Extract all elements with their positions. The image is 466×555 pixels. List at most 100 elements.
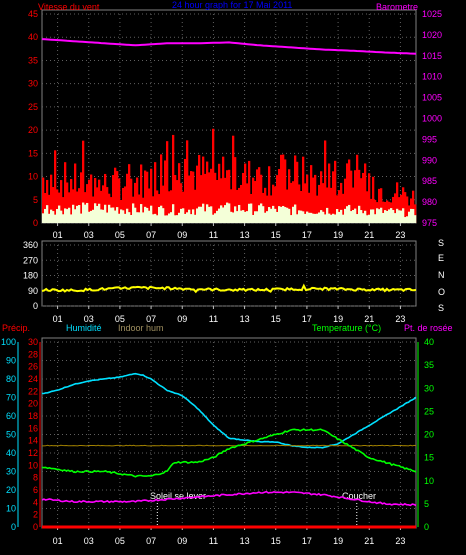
baro-ytick-985: 985	[422, 176, 437, 186]
wind-avg-bar-53	[148, 210, 151, 223]
wind-avg-bar-75	[192, 209, 195, 223]
wind-avg-bar-60	[162, 208, 165, 223]
wind-bar-112	[266, 195, 269, 223]
wind-avg-bar-16	[74, 209, 77, 223]
wind-bar-163	[368, 173, 371, 223]
wind-bar-177	[396, 182, 399, 223]
wind-avg-bar-77	[196, 208, 199, 223]
wind-bar-107	[256, 169, 259, 223]
wind-avg-bar-83	[208, 206, 211, 223]
wind-avg-bar-33	[108, 204, 111, 223]
wind-ytick-0: 0	[33, 218, 38, 228]
wind-avg-bar-56	[154, 213, 157, 223]
wind-bar-4	[50, 174, 53, 223]
wind-avg-bar-176	[394, 213, 397, 223]
humidity-ytick-60: 60	[6, 411, 16, 421]
humidity-ytick-10: 10	[6, 504, 16, 514]
wind-ytick-40: 40	[28, 32, 38, 42]
wind-avg-bar-138	[318, 212, 321, 223]
wind-bar-90	[222, 156, 225, 223]
wind-bar-65	[172, 134, 175, 223]
wind-ytick-10: 10	[28, 172, 38, 182]
wind-avg-bar-170	[382, 212, 385, 223]
humidity-ytick-80: 80	[6, 374, 16, 384]
wind-bar-51	[144, 170, 147, 223]
series-line-2	[41, 428, 417, 478]
precip-ytick-20: 20	[28, 399, 38, 409]
humidity-ytick-40: 40	[6, 448, 16, 458]
temp-ytick-10: 10	[424, 476, 434, 486]
wind-avg-bar-95	[232, 212, 235, 223]
wind-avg-bar-122	[286, 207, 289, 223]
wind-bar-125	[292, 181, 295, 223]
wind-avg-bar-2	[46, 205, 49, 223]
wind-avg-bar-186	[414, 215, 417, 223]
wind-avg-bar-178	[398, 210, 401, 223]
series-line-1	[42, 444, 417, 447]
wind-ytick-45: 45	[28, 9, 38, 19]
wind-avg-bar-119	[280, 206, 283, 223]
wind-avg-bar-34	[110, 207, 113, 223]
wind-avg-bar-166	[374, 214, 377, 223]
baro-ytick-1000: 1000	[422, 114, 442, 124]
wind-avg-bar-0	[42, 213, 45, 223]
wind-bar-108	[258, 167, 261, 223]
wind-bar-148	[338, 190, 341, 223]
wind-bar-156	[354, 170, 357, 223]
wind-bar-49	[140, 164, 143, 223]
wind-bar-105	[252, 177, 255, 223]
chart-marks: 0510152025303540459759809859909951000100…	[1, 9, 442, 546]
baro-ytick-1020: 1020	[422, 30, 442, 40]
wind-avg-bar-148	[338, 211, 341, 223]
wind-avg-bar-139	[320, 210, 323, 223]
wind-avg-bar-46	[134, 207, 137, 223]
wind-avg-bar-74	[190, 214, 193, 223]
wind-avg-bar-78	[198, 206, 201, 223]
wind-bar-131	[304, 183, 307, 223]
wind-avg-bar-86	[214, 213, 217, 223]
precip-ytick-10: 10	[28, 460, 38, 470]
wind-avg-bar-39	[120, 209, 123, 223]
precip-ytick-26: 26	[28, 362, 38, 372]
temp-xtick-13: 13	[240, 536, 250, 546]
wind-avg-bar-12	[66, 209, 69, 223]
dir-xtick-23: 23	[395, 314, 405, 324]
wind-bar-128	[298, 184, 301, 223]
wind-avg-bar-1	[44, 208, 47, 223]
wind-avg-bar-160	[362, 213, 365, 223]
wind-avg-bar-42	[126, 208, 129, 223]
wind-bar-186	[414, 204, 417, 223]
wind-avg-bar-110	[262, 206, 265, 223]
wind-bar-133	[308, 192, 311, 223]
wind-avg-bar-124	[290, 215, 293, 223]
wind-bar-127	[296, 161, 299, 223]
series-line-3	[41, 490, 417, 507]
wind-bar-5	[52, 187, 55, 223]
precip-ytick-28: 28	[28, 349, 38, 359]
series-line-0	[42, 372, 417, 449]
wind-bar-181	[404, 192, 407, 223]
dir-letter-e: E	[438, 253, 444, 263]
wind-ytick-30: 30	[28, 79, 38, 89]
wind-bar-43	[128, 164, 131, 223]
dir-ytick-270: 270	[23, 255, 38, 265]
wind-avg-bar-73	[188, 209, 191, 223]
wind-avg-bar-156	[354, 208, 357, 223]
wind-avg-bar-24	[90, 210, 93, 223]
dir-xtick-11: 11	[209, 314, 218, 324]
wind-avg-bar-15	[72, 204, 75, 223]
wind-bar-101	[244, 163, 247, 223]
wind-xtick-03: 03	[84, 230, 94, 240]
temp-ytick-5: 5	[424, 499, 429, 509]
wind-avg-bar-161	[364, 210, 367, 223]
wind-bar-66	[174, 175, 177, 223]
wind-avg-bar-96	[234, 206, 237, 223]
direction-panel-frame	[41, 240, 417, 307]
wind-bar-106	[254, 181, 257, 223]
precip-ytick-14: 14	[28, 436, 38, 446]
wind-avg-bar-172	[386, 211, 389, 223]
wind-bar-78	[198, 154, 201, 223]
wind-avg-bar-112	[266, 211, 269, 223]
wind-bar-86	[214, 172, 217, 223]
wind-bar-168	[378, 188, 381, 223]
